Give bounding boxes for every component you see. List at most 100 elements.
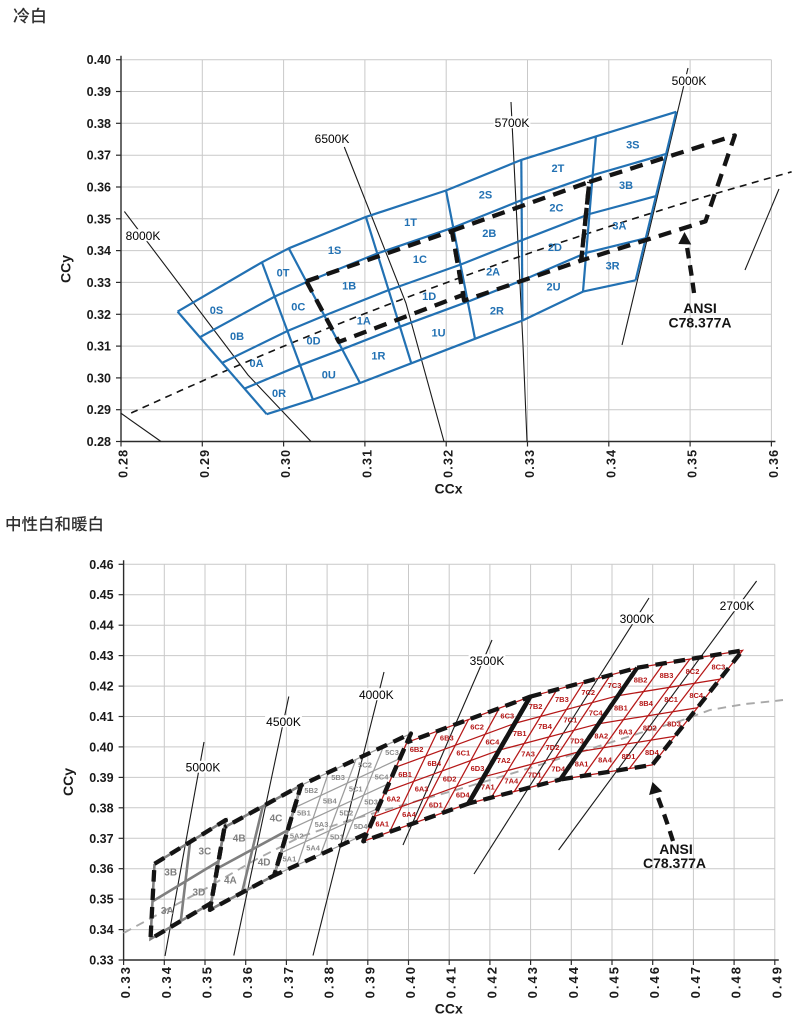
svg-text:CCx: CCx bbox=[434, 481, 462, 497]
svg-text:8A2: 8A2 bbox=[594, 731, 608, 740]
svg-text:7B1: 7B1 bbox=[513, 729, 527, 738]
svg-text:8B2: 8B2 bbox=[634, 675, 648, 684]
svg-text:0.35: 0.35 bbox=[686, 449, 700, 478]
svg-text:0.28: 0.28 bbox=[87, 435, 111, 449]
svg-text:0.28: 0.28 bbox=[117, 449, 131, 478]
svg-text:0.32: 0.32 bbox=[87, 308, 111, 322]
svg-text:8B4: 8B4 bbox=[639, 699, 654, 708]
svg-text:ANSI: ANSI bbox=[683, 300, 716, 316]
svg-text:7C1: 7C1 bbox=[564, 716, 578, 725]
svg-text:0.34: 0.34 bbox=[87, 244, 111, 258]
svg-text:0.36: 0.36 bbox=[767, 449, 781, 478]
svg-text:0.34: 0.34 bbox=[604, 449, 618, 478]
svg-text:8C3: 8C3 bbox=[712, 663, 726, 672]
svg-text:6C1: 6C1 bbox=[456, 748, 470, 757]
svg-text:6D2: 6D2 bbox=[443, 774, 457, 783]
svg-text:2T: 2T bbox=[551, 163, 564, 175]
svg-text:1A: 1A bbox=[357, 315, 371, 327]
svg-text:6A2: 6A2 bbox=[387, 795, 401, 804]
svg-text:0C: 0C bbox=[291, 301, 305, 313]
svg-text:5A3: 5A3 bbox=[315, 820, 329, 829]
svg-text:6C3: 6C3 bbox=[500, 711, 514, 720]
svg-text:CCx: CCx bbox=[435, 1001, 463, 1017]
svg-text:5C4: 5C4 bbox=[375, 773, 390, 782]
svg-text:0.38: 0.38 bbox=[89, 801, 113, 815]
svg-text:0A: 0A bbox=[249, 358, 263, 370]
svg-text:CCy: CCy bbox=[60, 768, 76, 796]
svg-text:7C2: 7C2 bbox=[581, 688, 595, 697]
svg-text:5700K: 5700K bbox=[495, 116, 530, 130]
svg-text:0.40: 0.40 bbox=[89, 740, 113, 754]
svg-text:0.38: 0.38 bbox=[87, 117, 111, 131]
svg-text:0.35: 0.35 bbox=[87, 212, 111, 226]
svg-text:0R: 0R bbox=[272, 388, 286, 400]
svg-text:0.45: 0.45 bbox=[607, 965, 622, 998]
svg-text:4000K: 4000K bbox=[359, 688, 394, 702]
svg-text:0B: 0B bbox=[230, 331, 244, 343]
svg-text:3S: 3S bbox=[626, 139, 639, 151]
svg-text:0.37: 0.37 bbox=[87, 149, 111, 163]
svg-text:0.46: 0.46 bbox=[647, 965, 662, 998]
svg-text:0.46: 0.46 bbox=[89, 558, 113, 572]
svg-text:3C: 3C bbox=[199, 847, 212, 858]
svg-text:0.42: 0.42 bbox=[484, 965, 499, 998]
svg-text:0.38: 0.38 bbox=[322, 965, 337, 998]
svg-text:0.29: 0.29 bbox=[87, 403, 111, 417]
svg-text:1D: 1D bbox=[422, 291, 436, 303]
svg-text:0.33: 0.33 bbox=[89, 954, 113, 968]
svg-text:5C1: 5C1 bbox=[349, 785, 363, 794]
svg-text:8D1: 8D1 bbox=[622, 752, 636, 761]
svg-text:6500K: 6500K bbox=[315, 132, 350, 146]
svg-text:6A3: 6A3 bbox=[415, 785, 429, 794]
svg-text:0.42: 0.42 bbox=[89, 680, 113, 694]
svg-text:1S: 1S bbox=[328, 245, 341, 257]
svg-text:1B: 1B bbox=[342, 280, 356, 292]
svg-text:4C: 4C bbox=[270, 813, 283, 824]
svg-text:7A3: 7A3 bbox=[521, 749, 535, 758]
svg-text:7A2: 7A2 bbox=[497, 756, 511, 765]
svg-text:8A3: 8A3 bbox=[619, 727, 633, 736]
svg-text:2S: 2S bbox=[479, 190, 492, 202]
svg-text:7A1: 7A1 bbox=[481, 783, 495, 792]
svg-text:0.30: 0.30 bbox=[87, 371, 111, 385]
svg-text:1R: 1R bbox=[371, 351, 385, 363]
svg-text:2B: 2B bbox=[482, 228, 496, 240]
svg-text:8D2: 8D2 bbox=[643, 724, 657, 733]
svg-text:5D2: 5D2 bbox=[339, 809, 353, 818]
svg-text:8C2: 8C2 bbox=[686, 667, 700, 676]
svg-text:8C4: 8C4 bbox=[689, 691, 704, 700]
svg-text:1U: 1U bbox=[431, 328, 445, 340]
svg-text:3A: 3A bbox=[612, 220, 626, 232]
svg-text:0.31: 0.31 bbox=[360, 449, 374, 478]
svg-text:4B: 4B bbox=[233, 833, 246, 844]
svg-text:0.30: 0.30 bbox=[279, 449, 293, 478]
svg-text:3D: 3D bbox=[193, 887, 206, 898]
svg-text:4500K: 4500K bbox=[266, 715, 301, 729]
svg-text:0.39: 0.39 bbox=[362, 965, 377, 998]
svg-text:5000K: 5000K bbox=[186, 761, 221, 775]
svg-text:7D3: 7D3 bbox=[570, 737, 584, 746]
svg-text:0.36: 0.36 bbox=[240, 965, 255, 998]
svg-text:0.44: 0.44 bbox=[566, 965, 581, 998]
svg-text:2C: 2C bbox=[549, 202, 563, 214]
svg-text:5000K: 5000K bbox=[672, 74, 707, 88]
svg-text:7D4: 7D4 bbox=[551, 764, 566, 773]
svg-text:5D4: 5D4 bbox=[354, 822, 369, 831]
svg-text:7B2: 7B2 bbox=[529, 702, 543, 711]
svg-text:0.37: 0.37 bbox=[281, 965, 296, 998]
svg-text:5C3: 5C3 bbox=[385, 748, 399, 757]
svg-text:0.34: 0.34 bbox=[89, 923, 113, 937]
svg-text:2700K: 2700K bbox=[720, 599, 755, 613]
svg-text:6C4: 6C4 bbox=[486, 738, 501, 747]
svg-text:0.43: 0.43 bbox=[525, 965, 540, 998]
svg-text:8000K: 8000K bbox=[126, 229, 161, 243]
svg-text:0.35: 0.35 bbox=[200, 965, 215, 998]
svg-text:6D3: 6D3 bbox=[471, 764, 485, 773]
svg-text:3A: 3A bbox=[161, 906, 174, 917]
svg-text:0.47: 0.47 bbox=[688, 965, 703, 998]
svg-text:0.48: 0.48 bbox=[729, 965, 744, 998]
svg-text:1C: 1C bbox=[413, 254, 427, 266]
svg-text:8B3: 8B3 bbox=[660, 671, 674, 680]
svg-text:C78.377A: C78.377A bbox=[668, 315, 731, 331]
svg-text:7C4: 7C4 bbox=[589, 709, 604, 718]
